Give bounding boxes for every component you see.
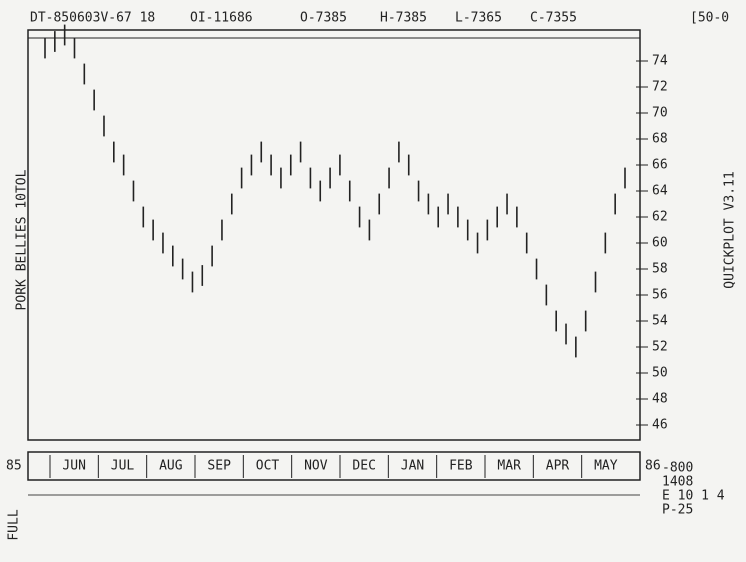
y-tick-label: 72: [652, 80, 668, 95]
month-label: JUN: [62, 459, 85, 474]
header-field: DT-850603V-67 18: [30, 11, 155, 26]
month-label: FEB: [449, 459, 473, 474]
month-label: NOV: [304, 459, 328, 474]
header-field: H-7385: [380, 11, 427, 26]
y-tick-label: 52: [652, 340, 668, 355]
month-label: MAY: [594, 459, 618, 474]
month-label: OCT: [256, 459, 280, 474]
y-tick-label: 48: [652, 392, 668, 407]
chart-title: PORK BELLIES 10TOL: [15, 169, 30, 310]
side-label: QUICKPLOT V3.11: [723, 171, 738, 288]
plot-frame: [27, 29, 641, 441]
month-label: AUG: [159, 459, 183, 474]
month-label: JAN: [401, 459, 424, 474]
month-label: DEC: [352, 459, 375, 474]
month-strip: [27, 451, 641, 481]
header-field: O-7385: [300, 11, 347, 26]
y-tick-label: 62: [652, 210, 668, 225]
month-label: APR: [546, 459, 570, 474]
end-year: 86: [645, 459, 661, 474]
y-tick-label: 74: [652, 54, 668, 69]
header-field: [50-0: [690, 11, 729, 26]
y-tick-label: 54: [652, 314, 668, 329]
y-tick-label: 70: [652, 106, 668, 121]
start-year: 85: [6, 459, 22, 474]
y-tick-label: 66: [652, 158, 668, 173]
month-label: MAR: [497, 459, 521, 474]
y-tick-label: 56: [652, 288, 668, 303]
footer-right-text: 1408: [662, 475, 693, 490]
footer-right-text: -800: [662, 461, 693, 476]
footer-right-text: E 10 1 4: [662, 489, 725, 504]
y-tick-label: 46: [652, 418, 668, 433]
header-field: L-7365: [455, 11, 502, 26]
footer-right-text: P-25: [662, 503, 693, 518]
y-tick-label: 58: [652, 262, 668, 277]
header-field: C-7355: [530, 11, 577, 26]
y-tick-label: 50: [652, 366, 668, 381]
y-tick-label: 60: [652, 236, 668, 251]
footer-left: FULL: [7, 509, 22, 540]
y-tick-label: 68: [652, 132, 668, 147]
y-tick-label: 64: [652, 184, 668, 199]
header-field: OI-11686: [190, 11, 253, 26]
month-label: JUL: [111, 459, 135, 474]
month-label: SEP: [207, 459, 231, 474]
